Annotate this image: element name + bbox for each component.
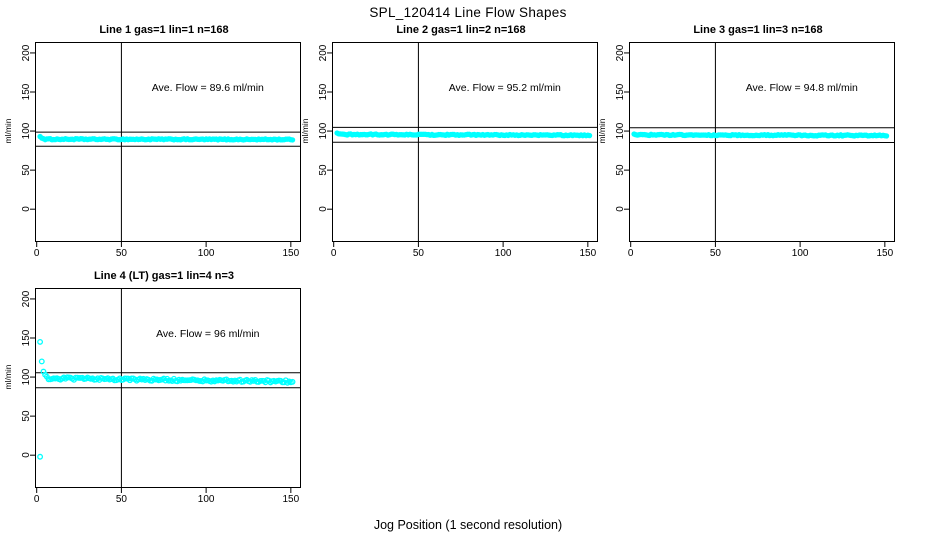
- plot-border: [35, 42, 301, 242]
- data-point: [37, 338, 44, 345]
- panel-line-1: Line 1 gas=1 lin=1 n=168 ml/min 0 50 100 150 2…: [3, 22, 303, 266]
- x-tick-label: 100: [197, 248, 215, 259]
- data-point: [289, 378, 296, 385]
- x-tick-label: 150: [579, 248, 597, 259]
- x-tick-label: 0: [330, 248, 337, 259]
- ave-flow-annotation: Ave. Flow = 96 ml/min: [156, 328, 260, 340]
- x-tick-label: 100: [197, 494, 215, 505]
- y-axis-title: ml/min: [597, 118, 607, 144]
- data-point: [289, 137, 296, 143]
- x-tick-label: 50: [115, 248, 127, 259]
- data-point: [37, 453, 44, 460]
- ave-flow-annotation: Ave. Flow = 95.2 ml/min: [449, 82, 561, 94]
- x-tick-label: 50: [709, 248, 721, 259]
- x-tick-label: 50: [412, 248, 424, 259]
- data-point: [586, 132, 593, 139]
- x-tick-label: 0: [627, 248, 634, 259]
- plot-area: Ave. Flow = 96 ml/min: [30, 288, 301, 493]
- panel-title: Line 3 gas=1 lin=3 n=168: [693, 24, 823, 36]
- plot-area: Ave. Flow = 94.8 ml/min: [624, 42, 895, 247]
- x-tick-label: 150: [282, 248, 300, 259]
- ave-flow-annotation: Ave. Flow = 89.6 ml/min: [152, 82, 264, 94]
- y-axis-title: ml/min: [3, 118, 13, 144]
- plot-area: Ave. Flow = 95.2 ml/min: [327, 42, 598, 247]
- x-tick-label: 0: [33, 494, 40, 505]
- x-tick-label: 0: [33, 248, 40, 259]
- panel-title: Line 1 gas=1 lin=1 n=168: [99, 24, 229, 36]
- x-tick-label: 150: [282, 494, 300, 505]
- ave-flow-annotation: Ave. Flow = 94.8 ml/min: [746, 82, 858, 94]
- panel-title: Line 4 (LT) gas=1 lin=4 n=3: [93, 270, 235, 282]
- x-axis-label: Jog Position (1 second resolution): [373, 518, 563, 532]
- panel-line-4: Line 4 (LT) gas=1 lin=4 n=3 ml/min 0 50 100 1…: [3, 268, 303, 512]
- plot-area: Ave. Flow = 89.6 ml/min: [30, 42, 301, 247]
- panel-line-3: Line 3 gas=1 lin=3 n=168 ml/min 0 50 100 150 2…: [597, 22, 897, 266]
- main-title: SPL_120414 Line Flow Shapes: [369, 5, 567, 20]
- x-tick-label: 150: [876, 248, 894, 259]
- y-axis-title: ml/min: [3, 364, 13, 390]
- panel-line-2: Line 2 gas=1 lin=2 n=168 ml/min 0 50 100 150 2…: [300, 22, 600, 266]
- plot-border: [629, 42, 895, 242]
- y-axis-title: ml/min: [300, 118, 310, 144]
- data-points: [631, 131, 890, 139]
- x-tick-label: 50: [115, 494, 127, 505]
- x-tick-label: 100: [791, 248, 809, 259]
- plot-border: [332, 42, 598, 242]
- data-point: [883, 133, 890, 139]
- data-points: [334, 130, 593, 139]
- x-tick-label: 100: [494, 248, 512, 259]
- data-points: [37, 133, 296, 143]
- data-points: [37, 338, 296, 460]
- panel-title: Line 2 gas=1 lin=2 n=168: [396, 24, 526, 36]
- data-point: [38, 358, 45, 365]
- plot-border: [35, 288, 301, 488]
